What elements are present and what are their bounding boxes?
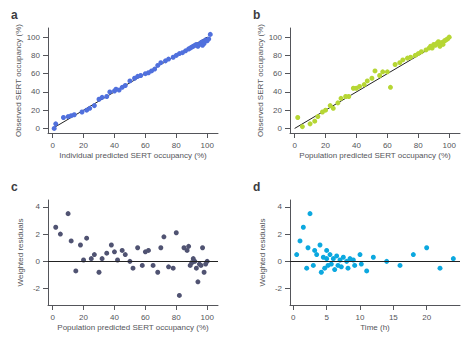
svg-text:Time (h): Time (h) [360,323,390,332]
svg-text:20: 20 [422,313,431,322]
svg-text:100: 100 [27,33,41,42]
svg-text:80: 80 [172,313,181,322]
svg-text:b: b [253,8,260,22]
svg-text:0: 0 [36,257,41,266]
svg-text:Observed SERT occupancy (%): Observed SERT occupancy (%) [14,24,23,137]
svg-text:40: 40 [31,87,40,96]
svg-text:60: 60 [383,141,392,150]
svg-text:100: 100 [201,141,215,150]
svg-text:-2: -2 [275,284,283,293]
svg-text:20: 20 [273,106,282,115]
svg-text:60: 60 [31,69,40,78]
svg-text:0: 0 [292,141,297,150]
svg-text:20: 20 [79,141,88,150]
svg-text:80: 80 [273,51,282,60]
svg-text:15: 15 [389,313,398,322]
svg-text:2: 2 [278,230,283,239]
svg-text:2: 2 [36,230,41,239]
svg-text:4: 4 [278,202,283,211]
svg-text:40: 40 [352,141,361,150]
svg-text:0: 0 [50,141,55,150]
svg-text:a: a [11,8,18,22]
svg-text:80: 80 [172,141,181,150]
svg-text:5: 5 [324,313,329,322]
svg-text:40: 40 [273,87,282,96]
svg-text:0: 0 [36,124,41,133]
svg-text:60: 60 [141,313,150,322]
svg-text:Observed SERT occupancy (%): Observed SERT occupancy (%) [256,24,265,137]
svg-text:80: 80 [414,141,423,150]
svg-text:60: 60 [273,69,282,78]
svg-text:Weighted residuals: Weighted residuals [16,219,25,287]
svg-text:100: 100 [269,33,283,42]
svg-text:100: 100 [201,313,215,322]
svg-text:0: 0 [278,124,283,133]
svg-text:Weighted residuals: Weighted residuals [258,219,267,287]
svg-text:0: 0 [50,313,55,322]
svg-text:Population predicted SERT occu: Population predicted SERT occupancy (%) [299,151,451,160]
svg-text:c: c [11,180,18,194]
svg-text:20: 20 [79,313,88,322]
svg-text:20: 20 [321,141,330,150]
svg-text:40: 40 [110,313,119,322]
svg-text:80: 80 [31,51,40,60]
svg-text:0: 0 [291,313,296,322]
svg-text:-2: -2 [33,284,41,293]
svg-text:20: 20 [31,106,40,115]
svg-text:Individual predicted SERT occu: Individual predicted SERT occupancy (%) [59,151,207,160]
svg-text:Population predicted SERT occu: Population predicted SERT occupancy (%) [57,323,209,332]
svg-text:4: 4 [36,202,41,211]
svg-text:60: 60 [141,141,150,150]
svg-text:100: 100 [443,141,457,150]
svg-text:d: d [253,180,260,194]
svg-text:0: 0 [278,257,283,266]
svg-text:10: 10 [356,313,365,322]
svg-text:40: 40 [110,141,119,150]
